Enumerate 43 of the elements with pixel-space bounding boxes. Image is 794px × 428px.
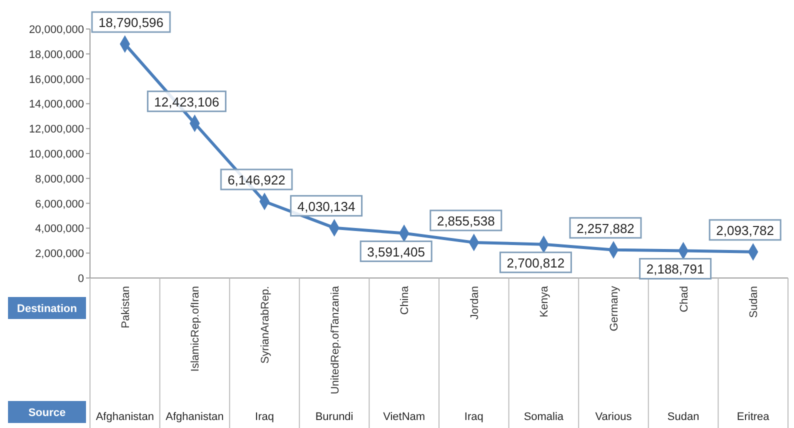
text: Iraq xyxy=(255,411,274,423)
text: Iraq xyxy=(464,411,484,423)
data-label: 3,591,405 xyxy=(367,244,426,260)
data-label: 2,093,782 xyxy=(716,222,774,238)
text: Afghanistan xyxy=(96,411,154,423)
text: VietNam xyxy=(383,411,426,423)
x-tick-label: Sudan xyxy=(748,286,760,318)
y-tick-label: 2,000,000 xyxy=(35,248,84,260)
x-tick-label: Germany xyxy=(608,286,620,332)
text: Destination xyxy=(17,303,78,315)
y-tick-label: 0 xyxy=(78,273,84,285)
x-tick-label: IslamicRep.ofIran xyxy=(190,286,202,372)
text: Various xyxy=(595,411,632,423)
y-tick-label: 14,000,000 xyxy=(28,98,84,111)
text: Burundi xyxy=(315,411,354,423)
data-label: 6,146,922 xyxy=(228,172,286,188)
y-tick-label: 16,000,000 xyxy=(28,74,84,86)
x-tick-label: Kenya xyxy=(538,285,551,318)
y-tick-label: 20,000,000 xyxy=(28,24,84,36)
y-tick-label: 10,000,000 xyxy=(28,148,84,160)
data-label: 2,700,812 xyxy=(506,255,565,270)
x-tick-label: China xyxy=(399,285,412,315)
data-label: 2,188,791 xyxy=(646,262,704,277)
y-tick-label: 12,000,000 xyxy=(28,124,84,136)
data-label: 2,257,882 xyxy=(576,220,634,236)
text: Sudan xyxy=(667,411,700,423)
x-tick-label: SyrianArabRep. xyxy=(260,286,272,364)
text: Eritrea xyxy=(736,411,770,423)
data-label: 4,030,134 xyxy=(297,198,356,214)
data-label: 12,423,106 xyxy=(154,94,220,110)
y-tick-label: 4,000,000 xyxy=(35,223,84,236)
y-tick-label: 18,000,000 xyxy=(28,48,84,61)
text: Source xyxy=(28,407,66,419)
text: Afghanistan xyxy=(166,411,224,423)
data-label: 2,855,538 xyxy=(436,213,495,228)
text: Somalia xyxy=(524,411,564,423)
y-tick-label: 6,000,000 xyxy=(35,198,84,210)
data-label: 18,790,596 xyxy=(98,15,164,30)
x-tick-label: Chad xyxy=(678,286,690,312)
x-tick-label: Jordan xyxy=(468,286,481,320)
x-tick-label: UnitedRep.ofTanzania xyxy=(329,285,342,394)
x-tick-label: Pakistan xyxy=(120,286,132,328)
y-tick-label: 8,000,000 xyxy=(35,173,84,186)
